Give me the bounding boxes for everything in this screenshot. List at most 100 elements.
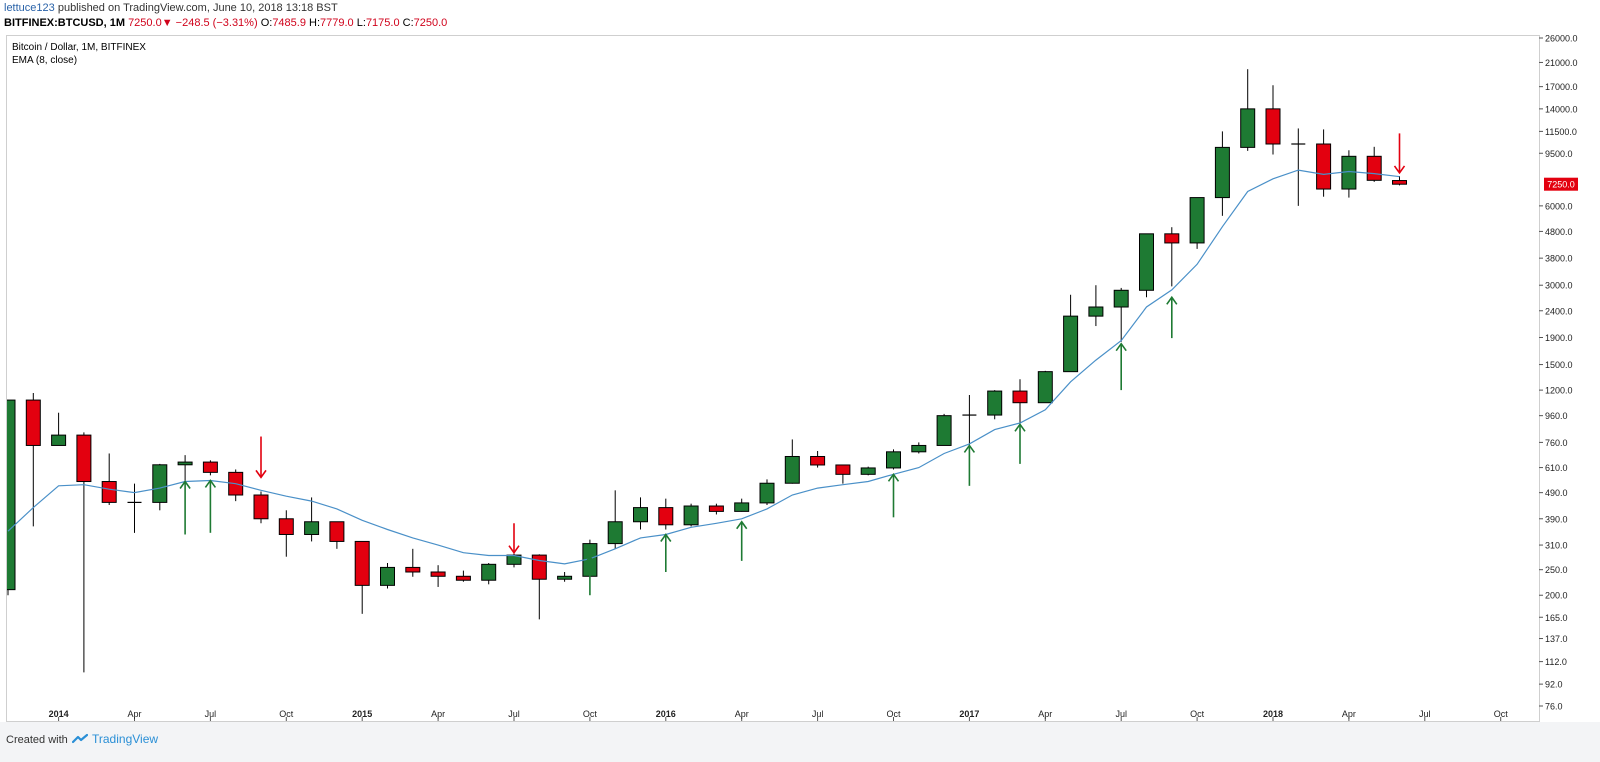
chart-legend: Bitcoin / Dollar, 1M, BITFINEX EMA (8, c… bbox=[12, 41, 146, 67]
candle-2017-11 bbox=[1214, 131, 1230, 216]
candle-2015-12 bbox=[633, 497, 648, 530]
published-info: published on TradingView.com, June 10, 2… bbox=[57, 2, 338, 14]
arrow-head bbox=[1014, 422, 1026, 432]
tradingview-cloud-icon bbox=[72, 733, 88, 744]
candle-2016-08 bbox=[835, 464, 851, 484]
candle-2017-06 bbox=[1088, 285, 1104, 327]
arrow-head bbox=[508, 545, 520, 555]
down-arrow-2014-09 bbox=[255, 436, 267, 479]
down-arrow-2015-07 bbox=[508, 523, 520, 555]
y-tick-label: 1500.0 bbox=[1545, 360, 1573, 370]
y-tick-label: 310.0 bbox=[1545, 541, 1568, 551]
candle-body bbox=[1316, 143, 1332, 190]
ema-layer bbox=[7, 169, 1400, 565]
candle-2015-02 bbox=[380, 563, 395, 589]
up-arrow-2017-07 bbox=[1115, 342, 1127, 391]
x-tick-label: Apr bbox=[431, 709, 445, 719]
y-tick-label: 9500.0 bbox=[1545, 149, 1573, 159]
up-arrow-2014-06 bbox=[179, 480, 191, 535]
y-tick-label: 3800.0 bbox=[1545, 254, 1573, 264]
annotation-arrows-layer bbox=[179, 133, 1406, 596]
candle-2017-10 bbox=[1189, 197, 1205, 249]
y-tick-label: 250.0 bbox=[1545, 565, 1568, 575]
candle-body bbox=[1214, 146, 1230, 199]
candle-2014-02 bbox=[76, 432, 92, 673]
arrow-head bbox=[660, 533, 672, 542]
price-chart[interactable]: 76.0 92.0 112.0 137.0 165.0 200.0 250.0 310.0 39… bbox=[0, 0, 1600, 722]
y-tick-label: 76.0 bbox=[1545, 702, 1563, 712]
candle-body bbox=[1189, 197, 1205, 244]
candle-body bbox=[987, 390, 1003, 416]
candle-body bbox=[810, 455, 826, 466]
candle-2018-04 bbox=[1341, 150, 1357, 198]
arrow-head bbox=[584, 555, 596, 565]
candle-2017-07 bbox=[1113, 287, 1129, 342]
candle-2014-01 bbox=[51, 412, 67, 446]
candle-2014-12 bbox=[329, 521, 345, 549]
candle-2015-09 bbox=[557, 571, 573, 582]
up-arrow-2016-10 bbox=[887, 472, 900, 518]
down-arrow-2018-06 bbox=[1393, 133, 1406, 175]
candle-2016-12 bbox=[936, 413, 952, 446]
chart-pane[interactable] bbox=[6, 35, 1540, 722]
candle-2017-01 bbox=[962, 394, 977, 446]
candle-body bbox=[886, 451, 901, 469]
symbol-row: BITFINEX:BTCUSD, 1M 7250.0▼ −248.5 (−3.3… bbox=[4, 17, 447, 30]
x-tick-label: Oct bbox=[886, 709, 901, 719]
legend-indicator[interactable]: EMA (8, close) bbox=[12, 55, 78, 66]
open-value: 7485.9 bbox=[272, 17, 306, 29]
candle-body bbox=[278, 518, 294, 535]
last-price: 7250.0 bbox=[128, 17, 162, 29]
y-tick-label: 137.0 bbox=[1545, 634, 1568, 644]
change-down-icon: ▼ bbox=[161, 17, 173, 29]
y-tick-label: 11500.0 bbox=[1545, 127, 1577, 137]
candle-2014-04 bbox=[127, 483, 142, 533]
tradingview-link[interactable]: TradingView bbox=[72, 732, 158, 746]
x-tick-label: Oct bbox=[1190, 709, 1205, 719]
candle-body bbox=[658, 507, 674, 526]
candle-body bbox=[152, 464, 168, 503]
candle-2015-01 bbox=[354, 540, 370, 614]
candle-body bbox=[734, 502, 750, 512]
candle-2015-11 bbox=[607, 490, 623, 549]
candle-2016-07 bbox=[810, 451, 826, 468]
candle-body bbox=[607, 521, 623, 545]
candle-body bbox=[101, 481, 117, 503]
arrow-head bbox=[887, 472, 900, 482]
candle-body bbox=[633, 507, 648, 523]
candle-body bbox=[253, 494, 269, 520]
candle-body bbox=[1265, 108, 1281, 145]
candle-body bbox=[405, 566, 421, 573]
candle-2016-06 bbox=[784, 439, 800, 484]
y-tick-label: 960.0 bbox=[1545, 411, 1568, 421]
up-arrow-2017-03 bbox=[1014, 422, 1026, 464]
footer: Created with TradingView bbox=[0, 722, 1600, 762]
up-arrow-2015-10 bbox=[584, 555, 596, 596]
x-tick-label: Apr bbox=[735, 709, 749, 719]
arrow-head bbox=[255, 469, 267, 479]
x-tick-label: Apr bbox=[1342, 709, 1356, 719]
y-tick-label: 610.0 bbox=[1545, 463, 1568, 473]
y-tick-label: 200.0 bbox=[1545, 591, 1568, 601]
ema-line bbox=[7, 169, 1400, 565]
up-arrow-2017-09 bbox=[1166, 295, 1178, 339]
last-price-label: 7250.0 bbox=[1547, 180, 1575, 190]
time-axis: 2014 Apr Jul Oct 2015 Apr Jul Oct 2016 Apr Jul Oct 2… bbox=[49, 709, 1508, 721]
candle-body bbox=[1164, 233, 1180, 244]
candle-body bbox=[936, 415, 952, 446]
candle-body bbox=[1088, 306, 1104, 317]
arrow-head bbox=[179, 480, 191, 489]
x-tick-label: Jul bbox=[508, 709, 520, 719]
x-tick-label: Jul bbox=[205, 709, 217, 719]
candle-2017-05 bbox=[1063, 294, 1079, 373]
candle-2018-01 bbox=[1265, 85, 1281, 155]
symbol-label: BITFINEX:BTCUSD, 1M bbox=[4, 17, 125, 29]
publisher-username[interactable]: lettuce123 bbox=[4, 2, 55, 14]
low-value: 7175.0 bbox=[365, 17, 400, 29]
x-tick-label: Jul bbox=[1115, 709, 1127, 719]
candle-body bbox=[354, 540, 370, 586]
candle-2015-03 bbox=[405, 548, 421, 577]
candle-2014-09 bbox=[253, 491, 269, 524]
candle-body bbox=[683, 505, 699, 526]
candle-2016-04 bbox=[734, 498, 750, 512]
